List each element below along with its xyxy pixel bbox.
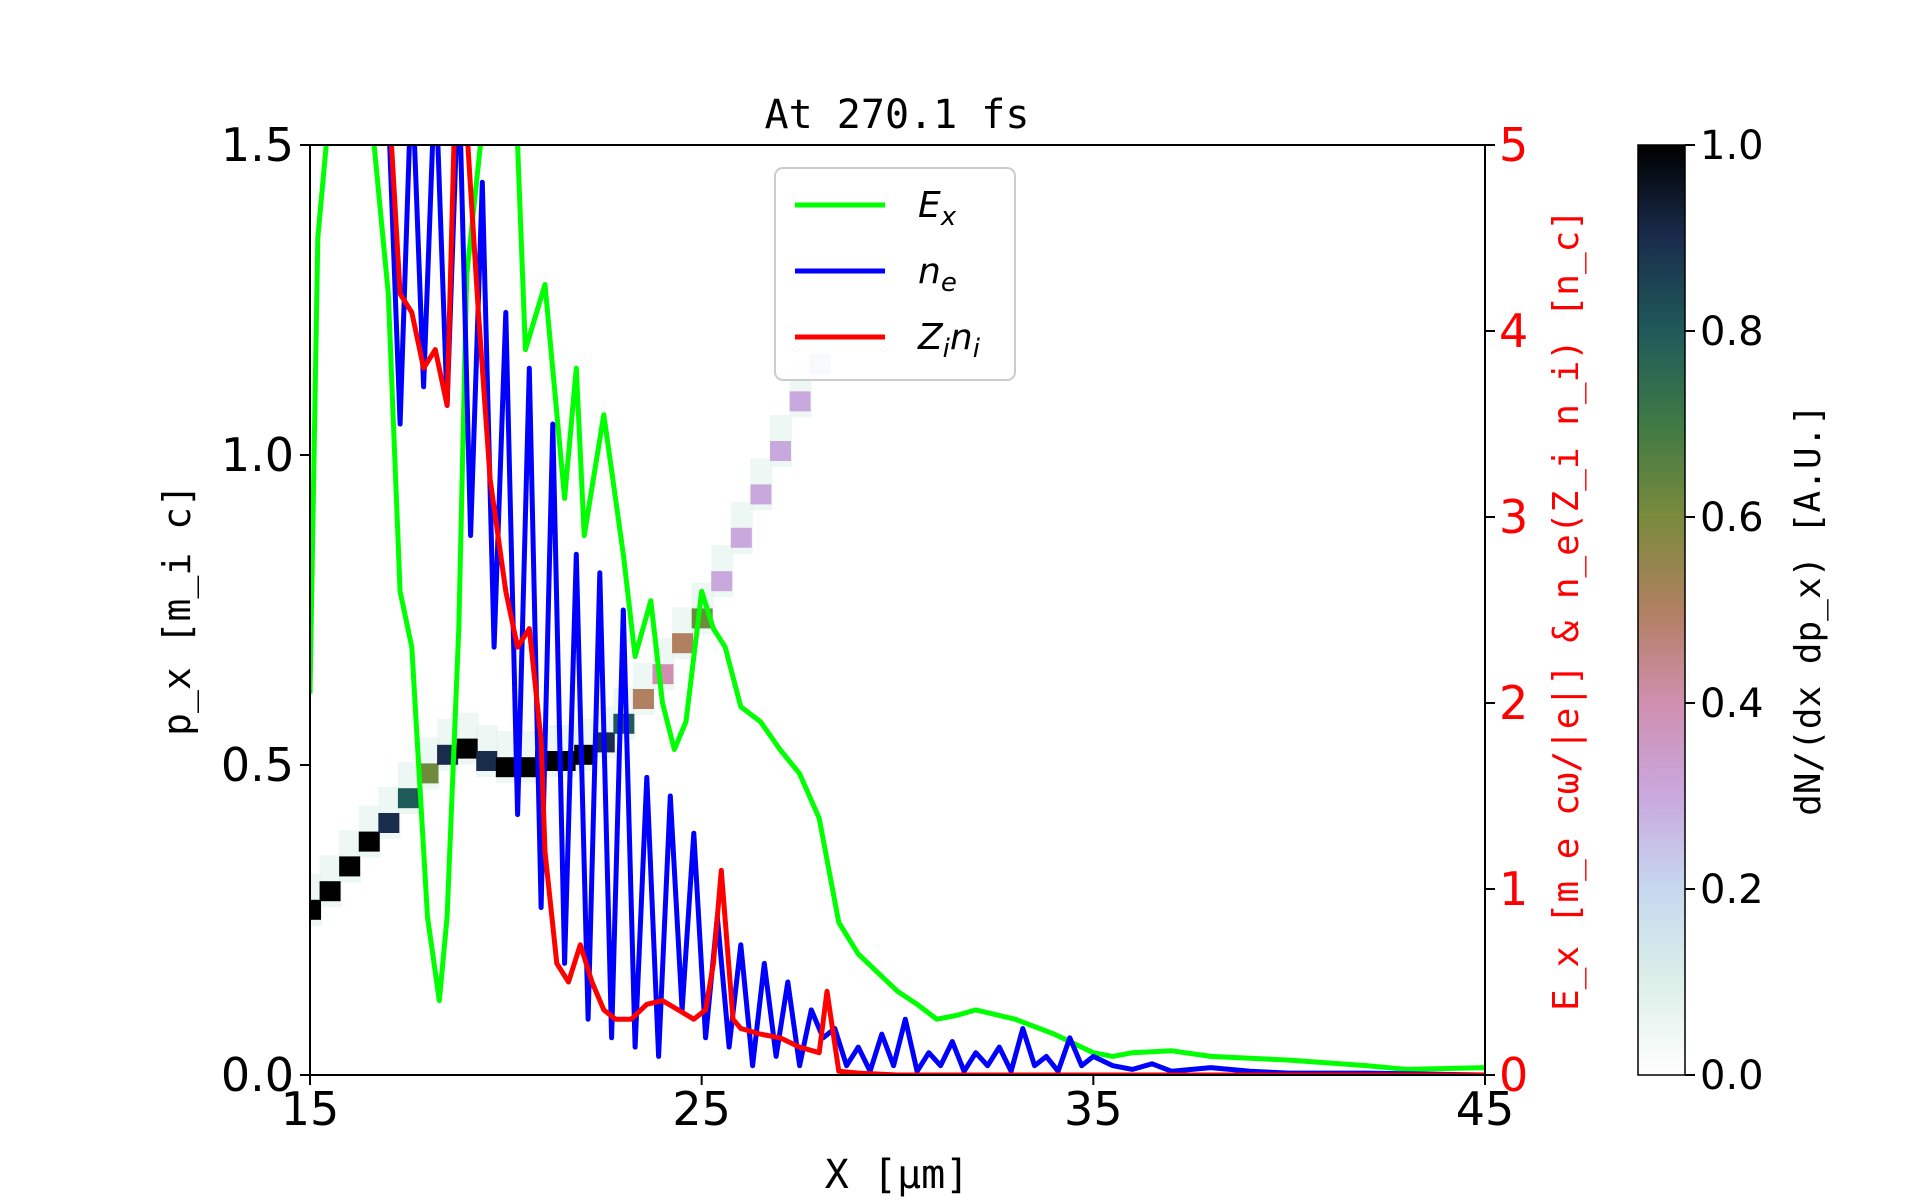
y-left-tick-label: 0.0 (221, 1048, 294, 1102)
legend-box (774, 167, 1016, 381)
heatmap-cell (476, 751, 498, 771)
x-tick-label: 15 (281, 1082, 340, 1136)
colorbar-tick-label: 0.2 (1700, 867, 1764, 913)
colorbar: 0.0 0.2 0.4 0.6 0.8 1.0 dN/(dx dp_x) [A.U.] (1637, 123, 1829, 1099)
chart-title: At 270.1 fs (765, 92, 1030, 138)
heatmap-cell (770, 441, 791, 461)
y-right-tick-label: 0 (1499, 1048, 1528, 1102)
colorbar-tick-label: 0.4 (1700, 681, 1764, 727)
colorbar-tick-label: 0.0 (1700, 1053, 1764, 1099)
y-right-tick-label: 3 (1499, 490, 1528, 544)
colorbar-tick-label: 0.8 (1700, 309, 1764, 355)
heatmap-cell (310, 899, 321, 920)
x-axis-label: X [μm] (825, 1152, 970, 1198)
heatmap-cell (417, 763, 439, 784)
y-right-tick-label: 1 (1499, 862, 1528, 916)
series-line-0 (310, 145, 1485, 1072)
series-line-2 (389, 145, 1485, 1075)
colorbar-label: dN/(dx dp_x) [A.U.] (1788, 404, 1829, 816)
y-left-tick-label: 1.0 (221, 428, 294, 482)
series-line-1 (387, 145, 1485, 1075)
heatmap-cell (789, 391, 811, 412)
heatmap-cell (632, 689, 654, 709)
line-series (310, 145, 1485, 1075)
colorbar-gradient (1637, 144, 1686, 1076)
heatmap-cell (397, 788, 419, 809)
plot-area (310, 145, 1485, 1075)
heatmap-cell (456, 738, 478, 759)
y-axis-left-label: p_x [m_i c] (155, 484, 200, 736)
y-left-tick-label: 0.5 (221, 738, 294, 792)
y-left-tick-label: 1.5 (221, 118, 294, 172)
y-right-tick-label: 2 (1499, 676, 1528, 730)
phase-space-heatmap (310, 328, 832, 926)
heatmap-cell (672, 633, 694, 654)
colorbar-tick-label: 1.0 (1700, 123, 1764, 169)
y-axis-right: 0 1 2 3 4 5 (1485, 118, 1528, 1102)
legend-label: Ex (918, 185, 957, 232)
heatmap-cell (495, 757, 517, 778)
legend-label: ne (918, 251, 957, 298)
x-tick-label: 45 (1456, 1082, 1515, 1136)
y-axis-left: 0.0 0.5 1.0 1.5 (221, 118, 310, 1102)
y-axis-right-label: E_x [m_e cω/|e|] & n_e(Z_i n_i) [n_c] (1546, 209, 1587, 1011)
heatmap-cell (358, 831, 380, 852)
heatmap-cell (339, 856, 361, 877)
heatmap-cell (730, 527, 752, 548)
colorbar-tick-label: 0.6 (1700, 495, 1764, 541)
heatmap-cell (319, 881, 341, 902)
heatmap-cell (574, 744, 596, 765)
heatmap-cell (750, 484, 772, 505)
legend-label: Zini (917, 317, 981, 364)
legend: Ex ne Zini (774, 167, 1016, 381)
heatmap-cell (711, 571, 733, 592)
plot-frame (309, 144, 1486, 1076)
heatmap-cell (652, 664, 674, 685)
y-right-tick-label: 4 (1499, 304, 1528, 358)
x-tick-label: 25 (672, 1082, 731, 1136)
x-tick-label: 35 (1064, 1082, 1123, 1136)
y-right-tick-label: 5 (1499, 118, 1528, 172)
x-axis: 15 25 35 45 (281, 1075, 1515, 1136)
heatmap-cell (378, 813, 400, 833)
